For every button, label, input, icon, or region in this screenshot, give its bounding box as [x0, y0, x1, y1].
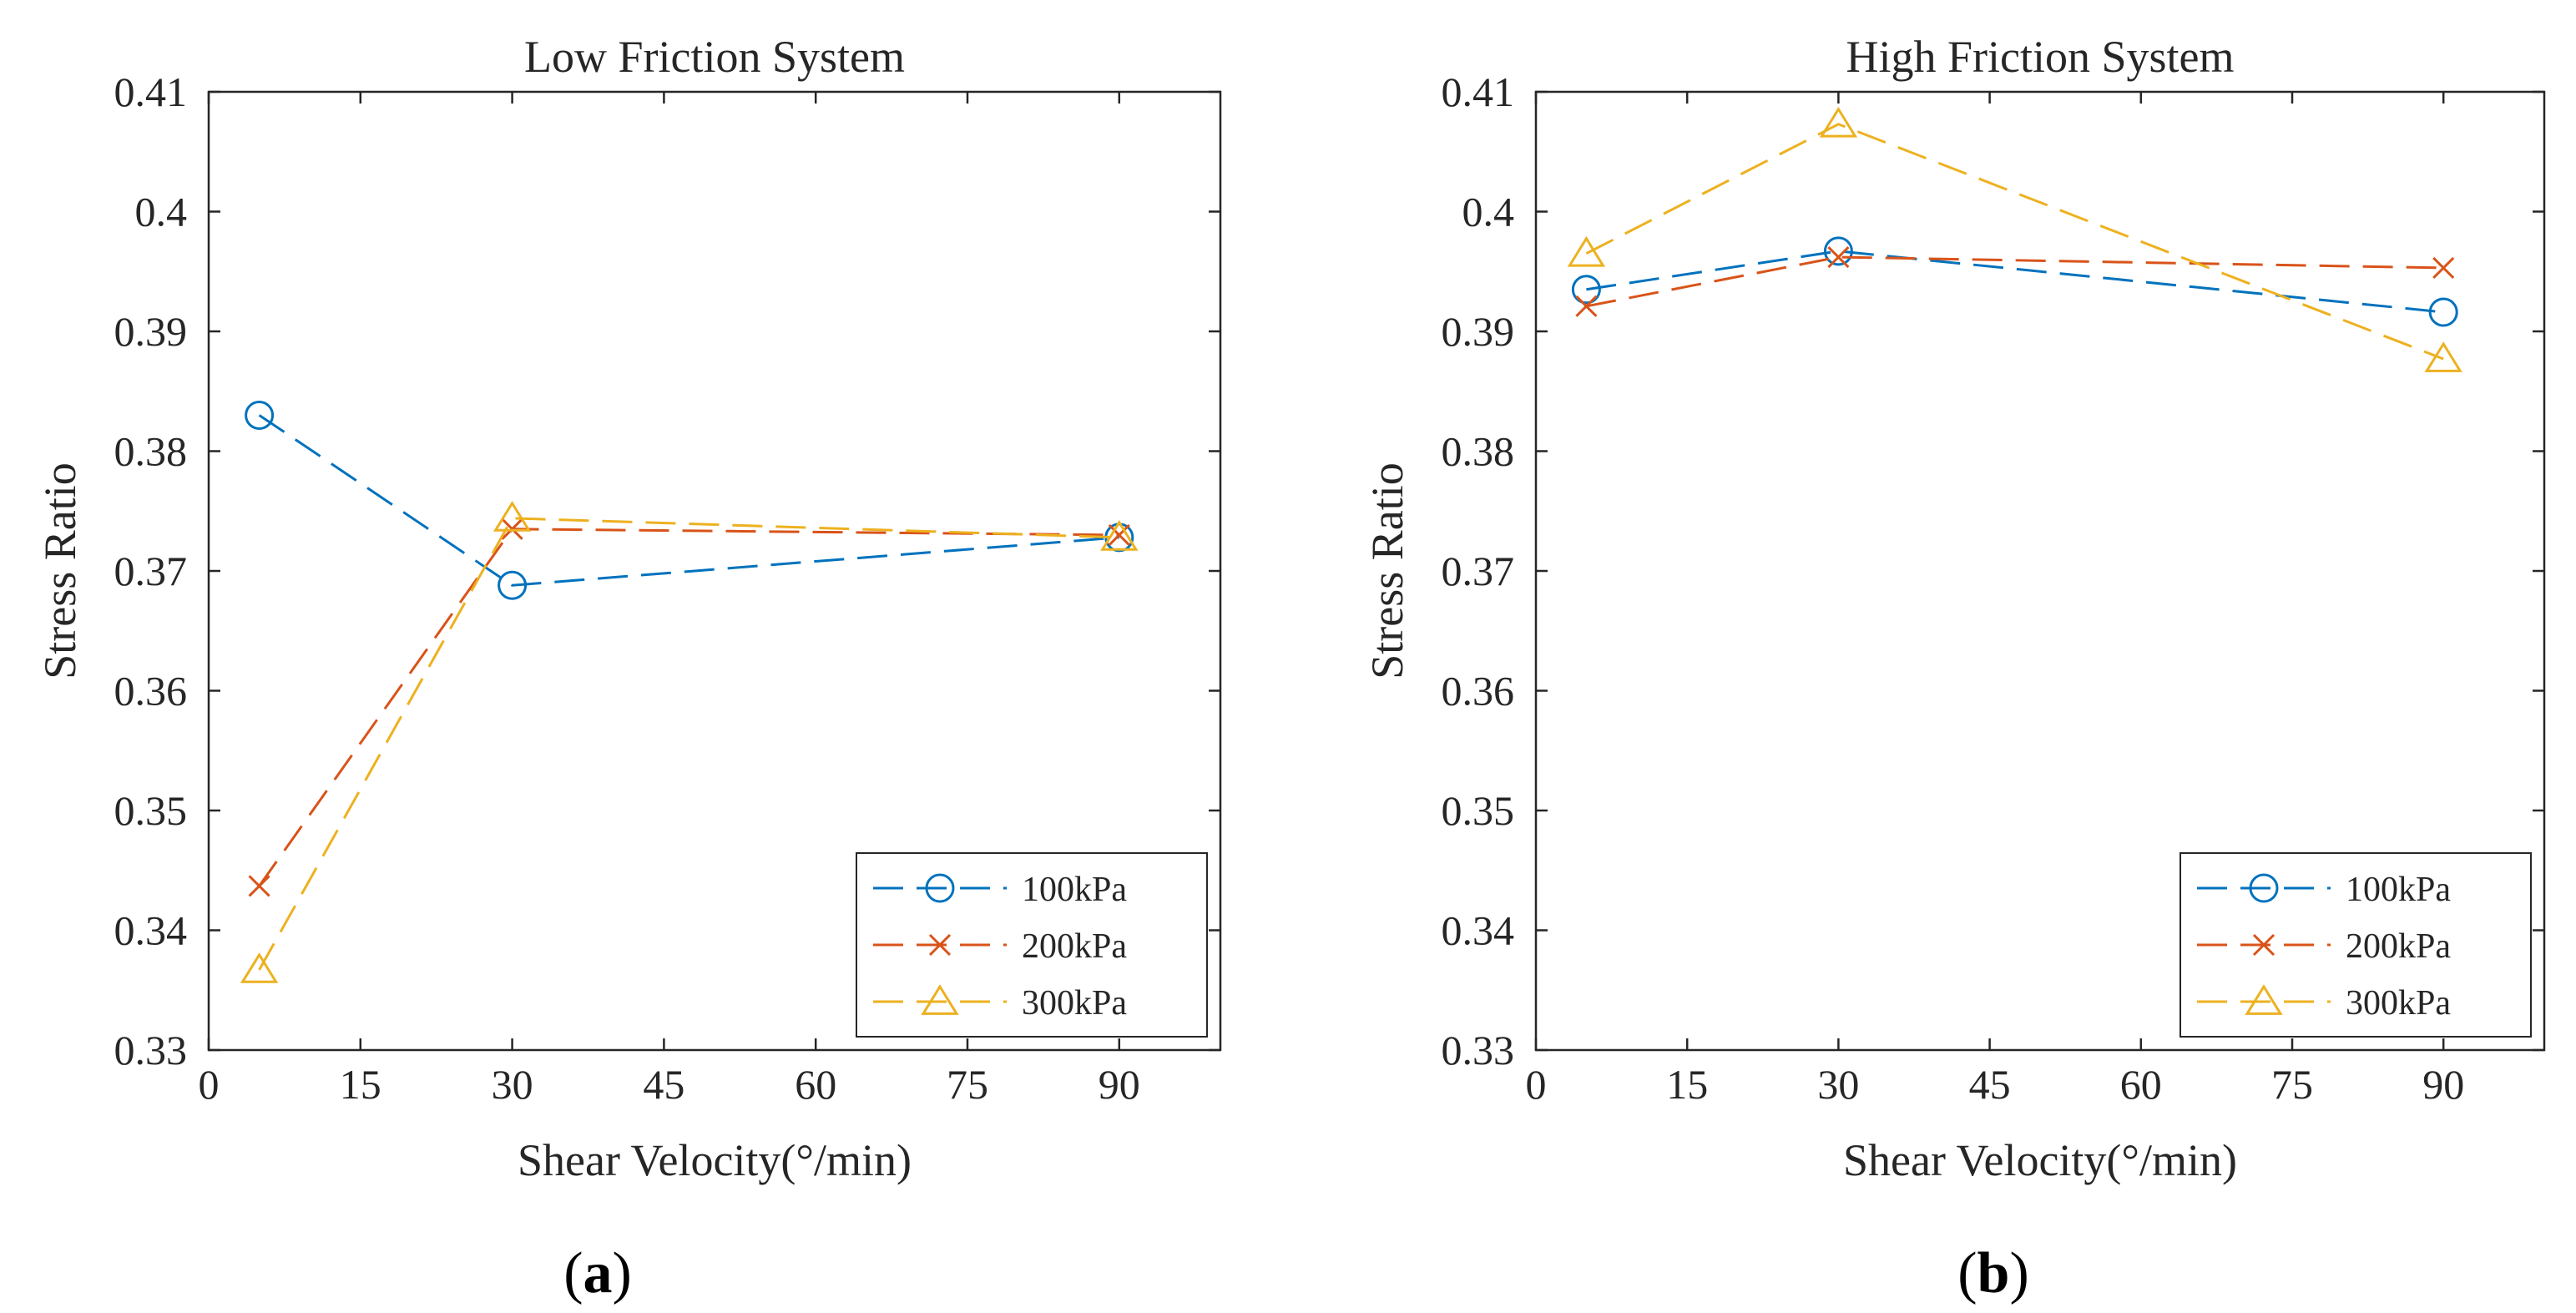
- chart-1-legend: 100kPa 200kPa 300kPa: [856, 852, 1208, 1038]
- chart-1-title: Low Friction System: [524, 32, 905, 82]
- chart-2-ytick-label: 0.38: [1442, 428, 1515, 475]
- chart-1-data-point: [248, 875, 270, 897]
- chart-2-series-line: [1586, 255, 2444, 308]
- chart-2-data-point: [1575, 295, 1598, 317]
- chart-2-panel-label: (b): [1957, 1241, 2029, 1305]
- chart-1-series-line: [258, 517, 1119, 971]
- chart-2-ytick-label: 0.4: [1462, 189, 1515, 235]
- chart-2-series-line: [1586, 250, 2444, 314]
- chart-2-title: High Friction System: [1846, 32, 2234, 82]
- chart-1-panel-label: (a): [563, 1241, 632, 1305]
- chart-1-data-point: [240, 952, 279, 983]
- chart-2-ytick-label: 0.33: [1442, 1027, 1515, 1073]
- chart-1-ytick-label: 0.36: [114, 668, 188, 715]
- chart-1-xtick-label: 30: [492, 1061, 533, 1108]
- chart-1-panel-label-open: (: [563, 1241, 583, 1305]
- chart-2-legend-label: 200kPa: [2346, 927, 2451, 966]
- chart-1-ytick-label: 0.34: [114, 907, 188, 954]
- chart-2-legend-box: [2179, 852, 2532, 1038]
- chart-1-data-point: [492, 501, 532, 532]
- chart-2-ylabel: Stress Ratio: [1362, 462, 1412, 679]
- chart-2-xtick-label: 0: [1526, 1061, 1547, 1108]
- chart-2-ytick-label: 0.34: [1442, 907, 1515, 954]
- chart-1: 0 15 30 45 60 75 90 0.33 0.34 0.35 0.36 0.37 0.38 0.3…: [35, 32, 1222, 1305]
- chart-1-ytick-label: 0.37: [114, 548, 188, 594]
- chart-1-legend-box: [856, 852, 1208, 1038]
- chart-2-panel-label-open: (: [1957, 1241, 1977, 1305]
- chart-1-xtick-label: 0: [199, 1061, 220, 1108]
- chart-2-xtick-label: 90: [2422, 1061, 2464, 1108]
- chart-1-series-line: [258, 528, 1119, 887]
- chart-2-panel-label-close: ): [2009, 1241, 2028, 1305]
- chart-2-xtick-label: 75: [2271, 1061, 2313, 1108]
- chart-1-series-200kPa: [248, 518, 1130, 897]
- chart-1-panel-label-close: ): [613, 1241, 632, 1305]
- chart-1-legend-marker: [921, 984, 959, 1015]
- chart-1-ytick-label: 0.39: [114, 308, 188, 355]
- chart-2-data-point: [2424, 341, 2462, 372]
- chart-1-ylabel: Stress Ratio: [35, 462, 85, 679]
- chart-2-xtick-label: 45: [1969, 1061, 2011, 1108]
- chart-2-series-line: [1585, 123, 2444, 361]
- chart-2-xtick-label: 60: [2120, 1061, 2162, 1108]
- chart-1-ytick-label: 0.41: [114, 68, 188, 115]
- chart-2-data-point: [1571, 275, 1601, 305]
- chart-2-series-100kPa: [1571, 236, 2458, 327]
- chart-1-ytick-label: 0.4: [135, 189, 188, 235]
- chart-1-data-point: [498, 570, 528, 600]
- chart-2-data-point: [1567, 235, 1606, 267]
- chart-2-data-point: [1823, 236, 1853, 266]
- chart-2-legend-marker: [2252, 933, 2275, 957]
- chart-1-legend-label: 100kPa: [1022, 871, 1127, 909]
- chart-2-ytick-label: 0.39: [1442, 308, 1515, 355]
- chart-2-series-300kPa: [1567, 106, 2462, 372]
- chart-2-data-point: [2428, 297, 2458, 327]
- chart-2-legend-label: 100kPa: [2346, 871, 2451, 909]
- chart-1-data-point: [1100, 519, 1139, 551]
- chart-1-series-100kPa: [245, 400, 1134, 600]
- chart-1-xtick-label: 60: [795, 1061, 836, 1108]
- chart-2-xtick-label: 30: [1817, 1061, 1859, 1108]
- chart-2-legend-marker: [2245, 984, 2283, 1015]
- chart-2-ytick-label: 0.35: [1442, 787, 1515, 834]
- chart-1-panel-label-letter: a: [583, 1241, 613, 1305]
- chart-2: 0 15 30 45 60 75 90 0.33 0.34 0.35 0.36 0.37 0.38 0.3…: [1362, 32, 2546, 1305]
- chart-1-xtick-label: 90: [1099, 1061, 1140, 1108]
- chart-2-data-point: [1819, 106, 1858, 138]
- chart-1-xtick-label: 15: [340, 1061, 381, 1108]
- chart-1-data-point: [1108, 523, 1130, 547]
- chart-1-legend-label: 300kPa: [1022, 984, 1127, 1023]
- chart-2-series-200kPa: [1575, 245, 2455, 317]
- chart-1-xlabel: Shear Velocity(°/min): [518, 1135, 912, 1185]
- chart-2-legend-marker: [2249, 873, 2279, 903]
- chart-2-legend-label: 300kPa: [2346, 984, 2451, 1023]
- chart-2-xlabel: Shear Velocity(°/min): [1843, 1135, 2237, 1185]
- chart-2-panel-label-letter: b: [1977, 1241, 2010, 1305]
- chart-1-legend-label: 200kPa: [1022, 927, 1127, 966]
- chart-2-legend: 100kPa 200kPa 300kPa: [2179, 852, 2532, 1038]
- chart-1-ytick-label: 0.33: [114, 1027, 188, 1073]
- chart-2-ytick-label: 0.41: [1442, 68, 1515, 115]
- chart-2-data-point: [2432, 256, 2455, 280]
- chart-1-legend-marker: [928, 933, 952, 957]
- chart-1-series-line: [258, 414, 1119, 587]
- chart-1-data-point: [245, 400, 275, 430]
- chart-2-data-point: [1827, 245, 1850, 269]
- chart-2-ytick-label: 0.36: [1442, 668, 1515, 715]
- chart-1-series-300kPa: [240, 501, 1139, 983]
- chart-1-xtick-label: 45: [643, 1061, 684, 1108]
- chart-1-legend-marker: [925, 873, 955, 903]
- chart-2-xtick-label: 15: [1666, 1061, 1708, 1108]
- chart-1-xtick-label: 75: [947, 1061, 988, 1108]
- chart-2-ytick-label: 0.37: [1442, 548, 1515, 594]
- chart-1-ytick-label: 0.38: [114, 428, 188, 475]
- chart-1-ytick-label: 0.35: [114, 787, 188, 834]
